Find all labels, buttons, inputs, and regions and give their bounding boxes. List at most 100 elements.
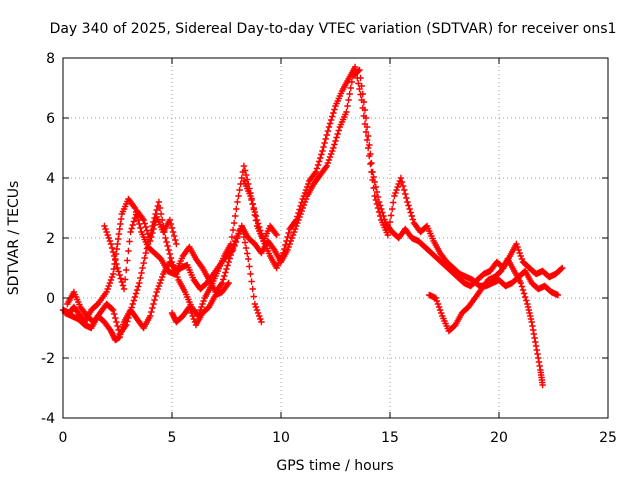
data-point [240, 233, 248, 241]
data-point [151, 296, 158, 304]
data-point [323, 131, 330, 139]
y-tick-label: -4 [41, 411, 55, 427]
data-point [351, 63, 359, 71]
data-point [532, 338, 539, 346]
data-point [395, 180, 402, 188]
series-track-e [426, 255, 546, 389]
data-point [360, 112, 368, 120]
data-point [330, 109, 337, 117]
data-point [228, 248, 236, 255]
data-point [106, 237, 114, 245]
data-point [284, 233, 291, 241]
data-point [127, 228, 134, 236]
data-point [285, 243, 292, 251]
data-point [296, 206, 303, 213]
data-point [281, 245, 288, 253]
data-point [531, 334, 538, 342]
data-point [363, 136, 371, 144]
data-point [252, 212, 260, 220]
data-point [252, 303, 260, 311]
data-point [135, 283, 142, 290]
series-track-d [101, 207, 180, 293]
data-point [332, 137, 339, 145]
data-point [133, 286, 141, 294]
data-point [241, 167, 249, 174]
data-point [527, 312, 534, 320]
data-point [140, 216, 147, 224]
y-tick-label: 6 [46, 111, 55, 127]
data-point [249, 285, 256, 293]
data-point [113, 245, 120, 253]
data-point [279, 249, 287, 257]
data-point [137, 224, 144, 232]
data-point [358, 96, 365, 104]
data-point [115, 268, 122, 275]
data-point [526, 309, 533, 317]
data-point [220, 276, 227, 283]
data-point [115, 230, 123, 238]
data-point [523, 297, 530, 304]
data-point [129, 300, 136, 308]
data-point [517, 252, 524, 260]
data-point [232, 212, 239, 220]
data-point [327, 116, 335, 124]
data-point [403, 194, 410, 202]
data-point [518, 283, 526, 290]
data-point [524, 300, 531, 308]
data-point [101, 222, 108, 230]
data-point [148, 308, 155, 316]
data-point [143, 227, 151, 234]
data-point [527, 315, 535, 323]
data-point [388, 205, 396, 213]
data-point [244, 176, 251, 183]
data-point [303, 183, 311, 191]
data-point [393, 186, 400, 194]
data-point [174, 273, 181, 281]
data-point [373, 200, 381, 208]
data-point [391, 192, 398, 200]
data-point [384, 231, 392, 239]
data-point [149, 229, 156, 237]
data-point [520, 290, 528, 297]
data-point [229, 226, 237, 234]
data-point [153, 206, 160, 214]
data-point [324, 159, 332, 167]
data-point [273, 231, 280, 239]
data-point [513, 240, 520, 248]
data-point [305, 180, 312, 188]
data-point [218, 279, 226, 287]
data-point [392, 189, 399, 197]
data-point [258, 318, 265, 326]
data-point [289, 231, 297, 239]
data-point [140, 259, 147, 267]
data-point [317, 154, 324, 162]
data-point [113, 318, 120, 326]
data-point [353, 69, 360, 76]
data-point [322, 135, 329, 143]
data-point [142, 223, 150, 231]
data-point [109, 306, 117, 314]
data-point [528, 318, 535, 326]
data-point [356, 66, 363, 74]
data-point [290, 228, 298, 236]
data-point [347, 84, 354, 92]
data-point [152, 292, 159, 300]
x-axis-label: GPS time / hours [276, 458, 393, 474]
data-point [300, 192, 308, 200]
data-point [124, 257, 131, 264]
data-point [329, 113, 336, 120]
data-point [373, 188, 381, 196]
data-point [375, 208, 383, 216]
data-point [288, 234, 296, 242]
data-point [436, 306, 444, 314]
data-point [199, 300, 206, 308]
data-point [135, 216, 142, 224]
data-point [435, 303, 443, 311]
data-point [108, 244, 116, 252]
data-point [312, 168, 320, 176]
data-point [152, 210, 159, 218]
data-point [230, 219, 238, 227]
data-point [407, 209, 414, 216]
y-axis-label: SDTVAR / TECUs [6, 181, 22, 296]
data-point [225, 279, 232, 287]
